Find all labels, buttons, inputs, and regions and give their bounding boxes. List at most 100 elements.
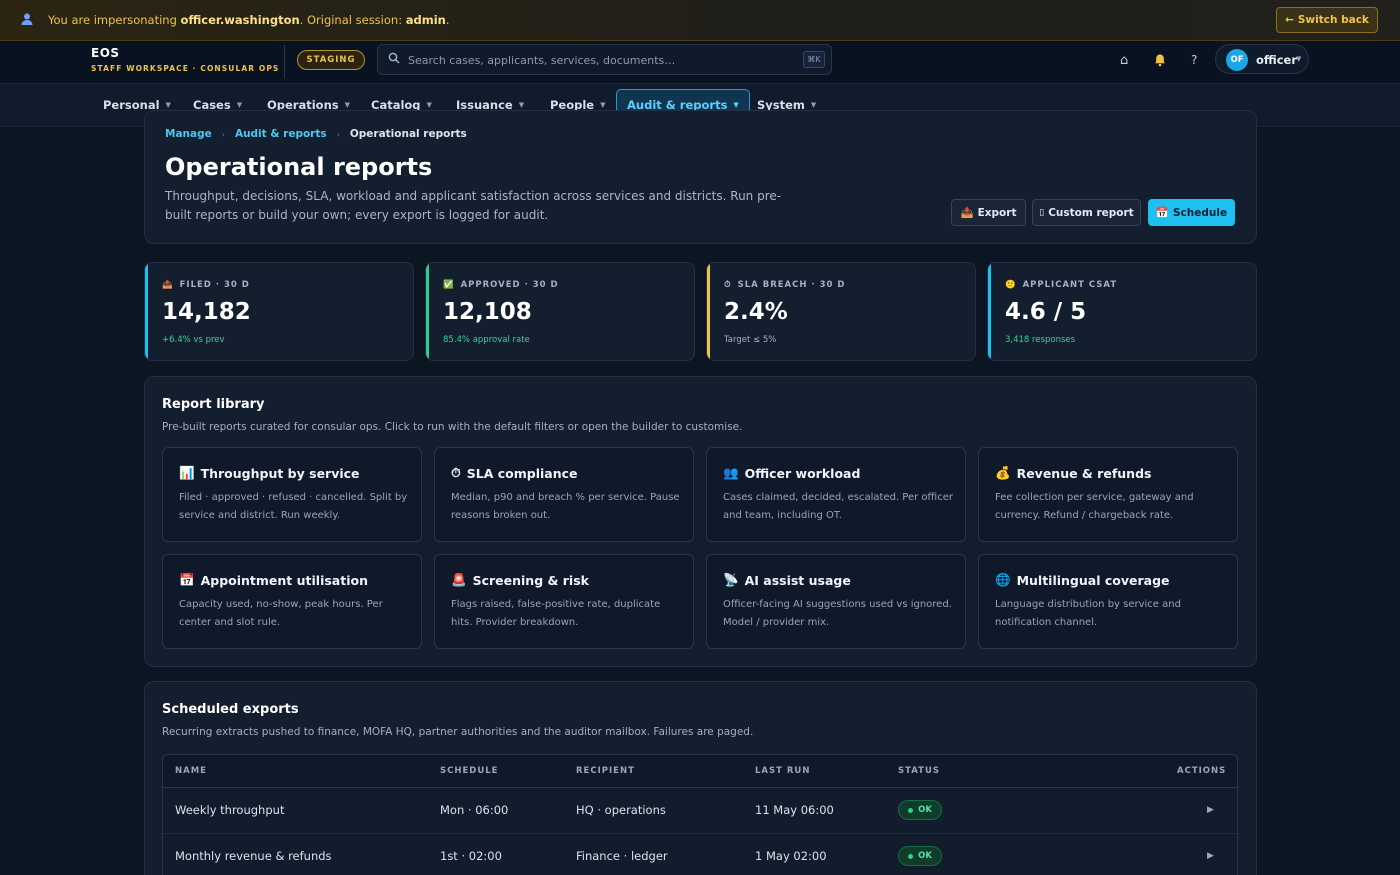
- cell-name: Monthly revenue & refunds: [175, 849, 332, 863]
- kpi-label-text: APPROVED · 30 D: [460, 280, 559, 290]
- report-card-screening[interactable]: 🚨 Screening & risk Flags raised, false-po…: [434, 554, 694, 649]
- impersonation-message: You are impersonating officer.washington…: [48, 13, 450, 27]
- column-header[interactable]: STATUS: [898, 766, 941, 776]
- report-card-multilingual[interactable]: 🌐 Multilingual coverage Language distribu…: [978, 554, 1238, 649]
- page-title: Operational reports: [165, 153, 433, 181]
- calendar-icon: 📅: [1155, 207, 1169, 219]
- switch-back-button[interactable]: ← Switch back: [1276, 7, 1378, 33]
- divider: [284, 45, 285, 79]
- kpi-value: 4.6 / 5: [1005, 299, 1087, 325]
- nav-label: Audit & reports: [627, 97, 728, 112]
- status-badge: OK: [898, 846, 942, 866]
- kpi-filed: 📤 FILED · 30 D 14,182 +6.4% vs prev: [144, 262, 414, 361]
- nav-people[interactable]: People ▼: [540, 90, 616, 120]
- play-icon[interactable]: ▶: [1207, 851, 1214, 861]
- chevron-down-icon: ▼: [518, 101, 525, 109]
- nav-label: Personal: [103, 98, 160, 112]
- section-title: Report library: [162, 397, 265, 412]
- kpi-subtext: 3,418 responses: [1005, 335, 1076, 345]
- column-header[interactable]: RECIPIENT: [576, 766, 635, 776]
- kpi-subtext: 85.4% approval rate: [443, 335, 530, 345]
- column-header[interactable]: LAST RUN: [755, 766, 811, 776]
- table-row[interactable]: Weekly throughput Mon · 06:00 HQ · opera…: [163, 788, 1237, 834]
- play-icon[interactable]: ▶: [1207, 805, 1214, 815]
- bell-icon[interactable]: [1153, 53, 1167, 71]
- kpi-csat: 🙂 APPLICANT CSAT 4.6 / 5 3,418 responses: [987, 262, 1257, 361]
- report-description: Capacity used, no-show, peak hours. Per …: [179, 599, 383, 628]
- home-icon[interactable]: ⌂: [1120, 53, 1129, 68]
- switch-back-label: Switch back: [1297, 14, 1369, 26]
- schedule-button[interactable]: 📅 Schedule: [1148, 199, 1235, 226]
- kpi-approved: ✅ APPROVED · 30 D 12,108 85.4% approval r…: [425, 262, 695, 361]
- report-title: 📡 AI assist usage: [723, 572, 851, 588]
- kpi-accent: [707, 263, 710, 360]
- kpi-label: ✅ APPROVED · 30 D: [443, 280, 559, 290]
- column-header[interactable]: SCHEDULE: [440, 766, 499, 776]
- nav-label: Cases: [193, 98, 231, 112]
- user-menu[interactable]: OF officer ▼: [1215, 44, 1309, 74]
- nav-cases[interactable]: Cases ▼: [183, 90, 252, 120]
- column-header[interactable]: NAME: [175, 766, 207, 776]
- nav-personal[interactable]: Personal ▼: [93, 90, 181, 120]
- avatar: OF: [1226, 49, 1248, 71]
- kpi-accent: [145, 263, 148, 360]
- custom-report-label: Custom report: [1048, 206, 1134, 219]
- cell-name: Weekly throughput: [175, 803, 285, 817]
- kpi-label-text: APPLICANT CSAT: [1022, 280, 1118, 290]
- brand-name: EOS: [91, 46, 120, 60]
- report-card-revenue[interactable]: 💰 Revenue & refunds Fee collection per se…: [978, 447, 1238, 542]
- report-title-text: Throughput by service: [200, 465, 360, 481]
- breadcrumb-current: Operational reports: [349, 128, 467, 140]
- report-card-appointments[interactable]: 📅 Appointment utilisation Capacity used, …: [162, 554, 422, 649]
- report-description: Language distribution by service and not…: [995, 599, 1181, 628]
- schedule-label: Schedule: [1172, 206, 1228, 219]
- table-row[interactable]: Monthly revenue & refunds 1st · 02:00 Fi…: [163, 834, 1237, 875]
- calendar-icon: 📅: [179, 572, 195, 587]
- status-dot: [908, 807, 914, 813]
- report-title-text: AI assist usage: [744, 572, 851, 588]
- search-input[interactable]: [408, 50, 793, 70]
- table-header: NAME SCHEDULE RECIPIENT LAST RUN STATUS …: [163, 755, 1237, 788]
- user-icon: [20, 12, 36, 28]
- status-text: OK: [918, 805, 932, 815]
- page-description: Throughput, decisions, SLA, workload and…: [165, 189, 782, 222]
- kpi-value: 12,108: [443, 299, 532, 325]
- kpi-subtext: Target ≤ 5%: [724, 335, 777, 345]
- export-button[interactable]: 📤 Export: [951, 199, 1026, 226]
- brand[interactable]: EOS STAFF WORKSPACE · CONSULAR OPS: [91, 46, 279, 73]
- kpi-label-text: FILED · 30 D: [179, 280, 250, 290]
- user-name: officer: [1256, 53, 1298, 67]
- status-dot: [908, 853, 914, 859]
- bar-chart-icon: 📊: [179, 465, 195, 480]
- report-title: 👥 Officer workload: [723, 465, 860, 481]
- nav-issuance[interactable]: Issuance ▼: [446, 90, 534, 120]
- chevron-down-icon: ▼: [344, 101, 351, 109]
- nav-system[interactable]: System ▼: [747, 90, 826, 120]
- money-bag-icon: 💰: [995, 465, 1011, 480]
- report-title: 📅 Appointment utilisation: [179, 572, 368, 588]
- help-icon[interactable]: ?: [1191, 53, 1198, 67]
- nav-operations[interactable]: Operations ▼: [257, 90, 360, 120]
- breadcrumb-manage[interactable]: Manage: [165, 128, 212, 140]
- search-box[interactable]: ⌘K: [377, 44, 832, 75]
- breadcrumb-audit-reports[interactable]: Audit & reports: [234, 128, 327, 140]
- report-card-throughput[interactable]: 📊 Throughput by service Filed · approved …: [162, 447, 422, 542]
- document-icon: ▯: [1039, 207, 1045, 218]
- export-label: Export: [977, 206, 1017, 219]
- section-description: Recurring extracts pushed to finance, MO…: [162, 726, 754, 738]
- kpi-accent: [988, 263, 991, 360]
- kpi-subtext: +6.4% vs prev: [162, 335, 225, 345]
- report-title: 🌐 Multilingual coverage: [995, 572, 1170, 588]
- report-title: ⏱ SLA compliance: [451, 465, 578, 481]
- section-description: Pre-built reports curated for consular o…: [162, 421, 743, 433]
- report-title-text: Revenue & refunds: [1016, 465, 1152, 481]
- chevron-down-icon: ▼: [733, 100, 739, 109]
- report-card-workload[interactable]: 👥 Officer workload Cases claimed, decided…: [706, 447, 966, 542]
- custom-report-button[interactable]: ▯ Custom report: [1032, 199, 1141, 226]
- nav-catalog[interactable]: Catalog ▼: [361, 90, 442, 120]
- report-card-sla[interactable]: ⏱ SLA compliance Median, p90 and breach %…: [434, 447, 694, 542]
- search-icon: [388, 52, 400, 67]
- chevron-right-icon: ›: [221, 129, 225, 139]
- report-description: Median, p90 and breach % per service. Pa…: [451, 492, 680, 521]
- report-card-ai-usage[interactable]: 📡 AI assist usage Officer-facing AI sugge…: [706, 554, 966, 649]
